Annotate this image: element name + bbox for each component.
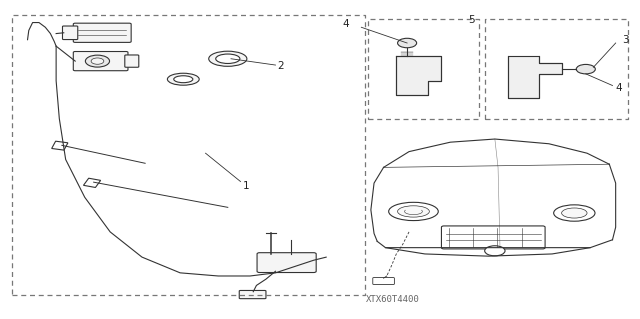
- FancyBboxPatch shape: [125, 55, 139, 67]
- Bar: [83, 178, 100, 188]
- Ellipse shape: [173, 76, 193, 83]
- Text: XTX60T4400: XTX60T4400: [366, 295, 420, 304]
- Ellipse shape: [397, 206, 429, 217]
- Bar: [52, 141, 68, 150]
- Text: 4: 4: [616, 83, 622, 93]
- Ellipse shape: [216, 54, 240, 63]
- Circle shape: [397, 38, 417, 48]
- Ellipse shape: [168, 73, 199, 85]
- FancyBboxPatch shape: [442, 226, 545, 249]
- FancyBboxPatch shape: [239, 291, 266, 299]
- Ellipse shape: [209, 51, 247, 66]
- Ellipse shape: [554, 205, 595, 221]
- Ellipse shape: [562, 208, 587, 218]
- FancyBboxPatch shape: [372, 278, 394, 285]
- Circle shape: [91, 58, 104, 64]
- Text: 1: 1: [243, 181, 249, 191]
- Text: 5: 5: [468, 15, 475, 25]
- Circle shape: [484, 246, 505, 256]
- FancyBboxPatch shape: [74, 23, 131, 42]
- Ellipse shape: [388, 202, 438, 220]
- Polygon shape: [508, 56, 562, 98]
- Text: 4: 4: [342, 19, 349, 29]
- Circle shape: [576, 64, 595, 74]
- Text: 2: 2: [276, 61, 284, 71]
- Polygon shape: [396, 56, 441, 95]
- FancyBboxPatch shape: [257, 253, 316, 272]
- Text: 3: 3: [622, 35, 628, 45]
- FancyBboxPatch shape: [63, 26, 77, 40]
- Circle shape: [85, 55, 109, 67]
- FancyBboxPatch shape: [74, 51, 128, 71]
